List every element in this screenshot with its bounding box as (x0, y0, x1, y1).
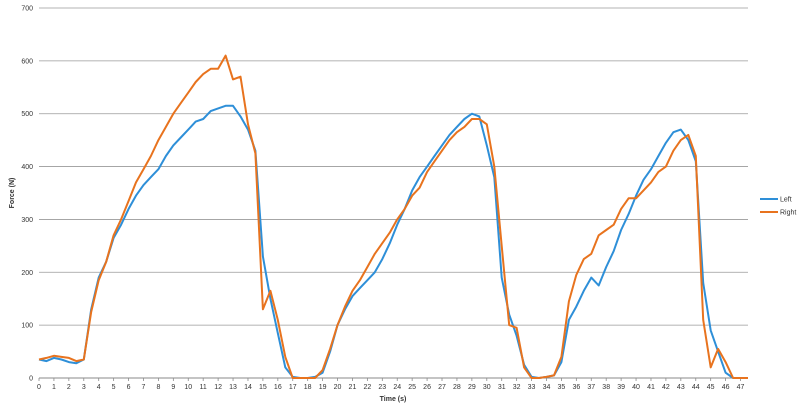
x-tick-label: 23 (378, 384, 386, 391)
x-tick-label: 2 (67, 384, 71, 391)
x-tick-label: 9 (171, 384, 175, 391)
x-tick-label: 10 (184, 384, 192, 391)
x-tick-label: 42 (662, 384, 670, 391)
x-tick-label: 5 (112, 384, 116, 391)
legend-item-right: Right (760, 210, 796, 217)
x-tick-label: 45 (707, 384, 715, 391)
x-tick-label: 26 (423, 384, 431, 391)
y-tick-label: 500 (21, 111, 33, 118)
series-line-left (38, 104, 748, 379)
y-tick-label: 100 (21, 323, 33, 330)
x-tick-label: 4 (97, 384, 101, 391)
legend-label-left: Left (780, 197, 792, 204)
x-tick-label: 37 (587, 384, 595, 391)
x-tick-label: 39 (617, 384, 625, 391)
x-tick-label: 22 (363, 384, 371, 391)
gridlines (39, 7, 748, 379)
x-tick-label: 0 (37, 384, 41, 391)
x-tick-label: 17 (289, 384, 297, 391)
y-axis-ticks: 0 100 200 300 400 500 600 700 (21, 6, 33, 383)
y-tick-label: 0 (29, 376, 33, 383)
x-tick-label: 40 (632, 384, 640, 391)
x-tick-label: 32 (513, 384, 521, 391)
x-tick-label: 16 (274, 384, 282, 391)
x-tick-label: 38 (602, 384, 610, 391)
x-tick-label: 3 (82, 384, 86, 391)
x-axis-ticks: 0 1 2 3 4 5 6 7 8 9 10 11 12 13 14 15 16 17 18 19 20 21 22 23 24… (37, 378, 745, 391)
y-tick-label: 600 (21, 58, 33, 65)
x-tick-label: 33 (528, 384, 536, 391)
x-tick-label: 34 (543, 384, 551, 391)
x-tick-label: 15 (259, 384, 267, 391)
x-tick-label: 27 (438, 384, 446, 391)
x-tick-label: 28 (453, 384, 461, 391)
x-tick-label: 8 (156, 384, 160, 391)
series-lines (38, 54, 748, 379)
legend-label-right: Right (780, 210, 796, 217)
y-tick-label: 200 (21, 270, 33, 277)
x-tick-label: 14 (244, 384, 252, 391)
legend-item-left: Left (760, 197, 792, 204)
x-tick-label: 24 (393, 384, 401, 391)
x-tick-label: 47 (737, 384, 745, 391)
y-tick-label: 700 (21, 6, 33, 13)
x-tick-label: 6 (127, 384, 131, 391)
x-tick-label: 46 (722, 384, 730, 391)
x-tick-label: 41 (647, 384, 655, 391)
y-tick-label: 300 (21, 217, 33, 224)
x-tick-label: 43 (677, 384, 685, 391)
y-axis-title: Force (N) (9, 178, 16, 209)
x-tick-label: 31 (498, 384, 506, 391)
x-tick-label: 30 (483, 384, 491, 391)
x-tick-label: 1 (52, 384, 56, 391)
x-tick-label: 11 (200, 384, 207, 391)
x-tick-label: 35 (558, 384, 566, 391)
x-tick-label: 25 (408, 384, 416, 391)
x-axis-title: Time (s) (380, 396, 407, 403)
x-tick-label: 44 (692, 384, 700, 391)
x-tick-label: 29 (468, 384, 476, 391)
series-line-right (38, 54, 748, 379)
x-tick-label: 19 (319, 384, 327, 391)
x-tick-label: 21 (349, 384, 357, 391)
x-tick-label: 7 (142, 384, 146, 391)
x-tick-label: 13 (229, 384, 237, 391)
x-tick-label: 36 (572, 384, 580, 391)
x-tick-label: 18 (304, 384, 312, 391)
y-tick-label: 400 (21, 164, 33, 171)
x-tick-label: 12 (214, 384, 222, 391)
x-tick-label: 20 (334, 384, 342, 391)
legend: Left Right (760, 197, 796, 217)
